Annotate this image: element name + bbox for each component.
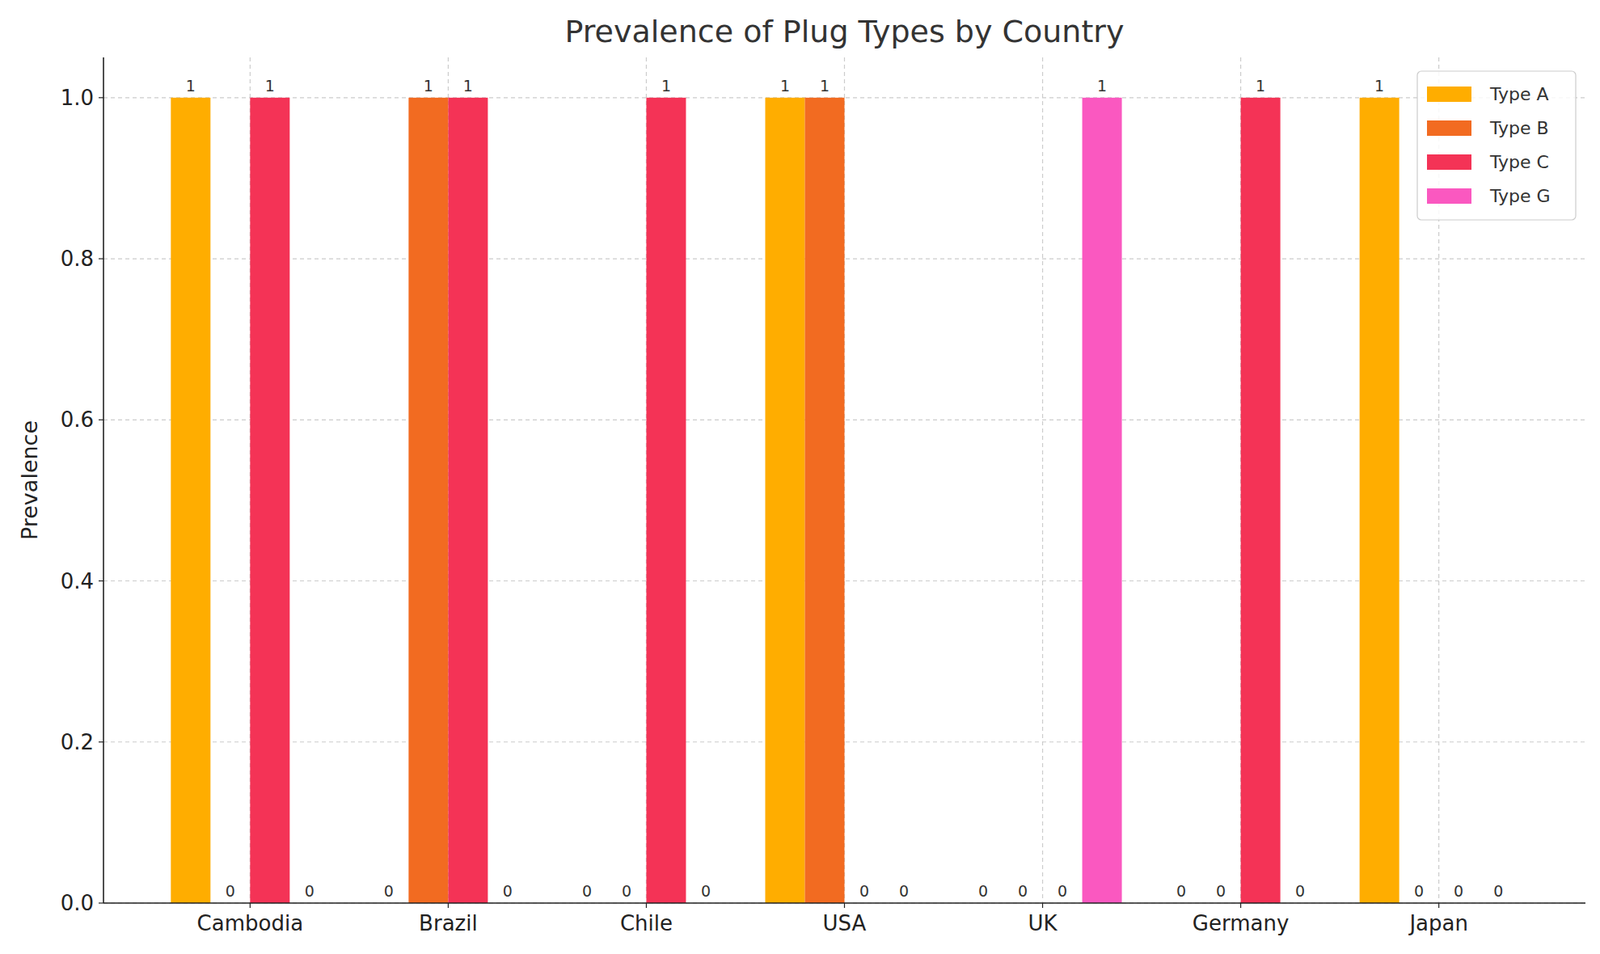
x-tick-label: USA <box>823 911 867 936</box>
legend-label: Type C <box>1489 151 1550 173</box>
x-tick <box>645 903 647 908</box>
bar <box>447 97 488 904</box>
data-label: 0 <box>304 882 315 900</box>
data-label: 1 <box>423 76 434 95</box>
y-tick-label: 0.8 <box>60 246 94 271</box>
bars <box>170 97 1399 904</box>
x-tick <box>249 903 251 908</box>
x-grid-line <box>1042 57 1043 904</box>
data-label: 1 <box>265 76 275 95</box>
data-label: 0 <box>1414 882 1424 900</box>
legend-swatch <box>1426 188 1472 204</box>
data-label: 1 <box>661 76 672 95</box>
legend-box <box>1417 71 1576 220</box>
bar <box>408 97 448 904</box>
data-label: 0 <box>1453 882 1464 900</box>
legend-swatch <box>1426 86 1472 102</box>
x-tick-label: Brazil <box>418 911 478 936</box>
data-label: 0 <box>1057 882 1068 900</box>
legend-label: Type B <box>1489 118 1550 139</box>
y-tick-label: 0.2 <box>60 730 94 755</box>
data-label: 0 <box>225 882 236 900</box>
y-tick-label: 0.4 <box>60 569 94 594</box>
bar <box>249 97 290 904</box>
x-tick-label: Chile <box>620 911 673 936</box>
y-tick-label: 0.6 <box>60 407 94 432</box>
data-label: 0 <box>1295 882 1305 900</box>
bar <box>645 97 686 904</box>
legend-label: Type A <box>1489 84 1550 105</box>
data-label: 1 <box>185 76 196 95</box>
data-label: 0 <box>502 882 513 900</box>
legend-swatch <box>1426 120 1472 136</box>
background <box>0 0 1600 954</box>
data-label: 0 <box>1017 882 1028 900</box>
y-tick <box>98 580 104 582</box>
y-tick-label: 0.0 <box>60 890 94 916</box>
x-tick-label: Japan <box>1407 911 1469 936</box>
x-tick <box>1240 903 1242 908</box>
y-tick <box>98 902 104 904</box>
data-label: 1 <box>463 76 473 95</box>
bar <box>804 97 845 904</box>
x-tick <box>844 903 845 908</box>
title: Prevalence of Plug Types by Country <box>565 13 1125 50</box>
data-label: 0 <box>582 882 592 900</box>
y-axis-label: Prevalence <box>16 420 43 541</box>
x-tick-label: UK <box>1028 911 1059 936</box>
y-tick <box>98 97 104 98</box>
data-label: 1 <box>780 76 790 95</box>
data-label: 1 <box>1255 76 1266 95</box>
bar <box>764 97 805 904</box>
data-label: 1 <box>819 76 830 95</box>
legend-swatch <box>1426 154 1472 170</box>
legend: Type A Type B Type C Type G <box>1417 71 1576 220</box>
data-label: 0 <box>621 882 632 900</box>
data-label: 1 <box>1374 76 1385 95</box>
legend-label: Type G <box>1489 185 1551 207</box>
chart: 1 0 0 1 0 0 1 0 1 0 1 0 0 0 1 1 1 0 0 1 0 0 0 0 0 1 0 0 0.0 0.2 0.4 0.6… <box>0 0 1600 954</box>
data-label: 0 <box>1215 882 1226 900</box>
bar <box>1359 97 1400 904</box>
data-label: 0 <box>1493 882 1503 900</box>
bar <box>170 97 211 904</box>
x-tick <box>1042 903 1043 908</box>
x-tick <box>447 903 449 908</box>
bar <box>1241 97 1281 904</box>
x-tick-label: Germany <box>1192 911 1290 936</box>
data-label: 0 <box>899 882 909 900</box>
x-tick <box>1438 903 1440 908</box>
data-label: 0 <box>384 882 394 900</box>
y-tick <box>98 741 104 743</box>
data-label: 0 <box>1176 882 1187 900</box>
y-axis-line <box>102 57 105 904</box>
y-tick <box>98 257 104 259</box>
bar <box>1082 97 1123 904</box>
data-label: 1 <box>1097 76 1107 95</box>
data-label: 0 <box>978 882 988 900</box>
y-tick-label: 1.0 <box>60 85 94 110</box>
data-label: 0 <box>700 882 711 900</box>
data-label: 0 <box>859 882 870 900</box>
x-tick-label: Cambodia <box>197 911 304 936</box>
y-tick <box>98 419 104 421</box>
